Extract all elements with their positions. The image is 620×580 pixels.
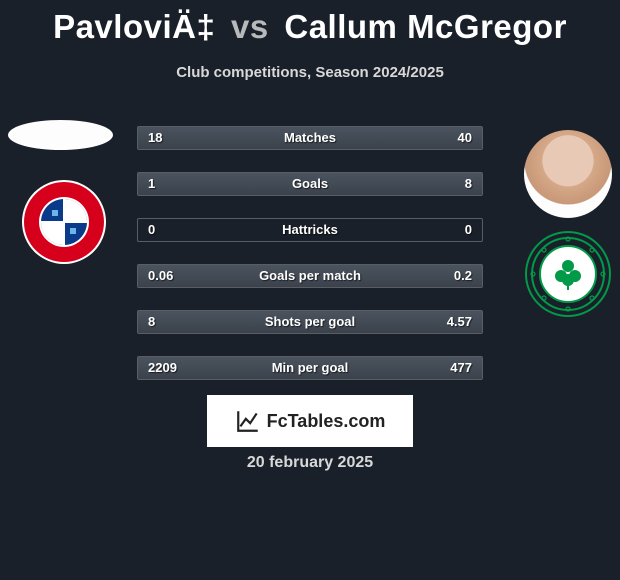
player2-name: Callum McGregor (284, 8, 567, 45)
stat-label: Min per goal (138, 360, 482, 375)
stat-label: Shots per goal (138, 314, 482, 329)
stat-label: Goals (138, 176, 482, 191)
stat-label: Goals per match (138, 268, 482, 283)
subtitle: Club competitions, Season 2024/2025 (0, 64, 620, 81)
date-label: 20 february 2025 (0, 454, 620, 472)
stat-row: 00Hattricks (137, 218, 483, 242)
stat-row: 84.57Shots per goal (137, 310, 483, 334)
stat-row: 2209477Min per goal (137, 356, 483, 380)
stat-label: Hattricks (138, 222, 482, 237)
stat-row: 1840Matches (137, 126, 483, 150)
player2-avatar (524, 130, 612, 218)
stat-row: 0.060.2Goals per match (137, 264, 483, 288)
right-avatar-column (524, 130, 612, 318)
fctables-watermark: FcTables.com (207, 395, 413, 447)
fctables-label: FcTables.com (267, 411, 386, 432)
left-avatar-column (8, 120, 113, 266)
stat-row: 18Goals (137, 172, 483, 196)
comparison-card: PavloviÄ‡ vs Callum McGregor Club compet… (0, 0, 620, 580)
stats-chart: 1840Matches 18Goals 00Hattricks 0.060.2Goal… (137, 126, 483, 402)
club-crest-icon (20, 178, 108, 266)
vs-text: vs (231, 8, 269, 45)
player1-avatar (8, 120, 113, 150)
club-crest-icon (524, 230, 612, 318)
stat-label: Matches (138, 130, 482, 145)
page-title: PavloviÄ‡ vs Callum McGregor (0, 0, 620, 46)
player1-name: PavloviÄ‡ (53, 8, 215, 45)
chart-icon (235, 408, 261, 434)
bayern-munich-badge (20, 178, 108, 266)
celtic-badge (524, 230, 612, 318)
